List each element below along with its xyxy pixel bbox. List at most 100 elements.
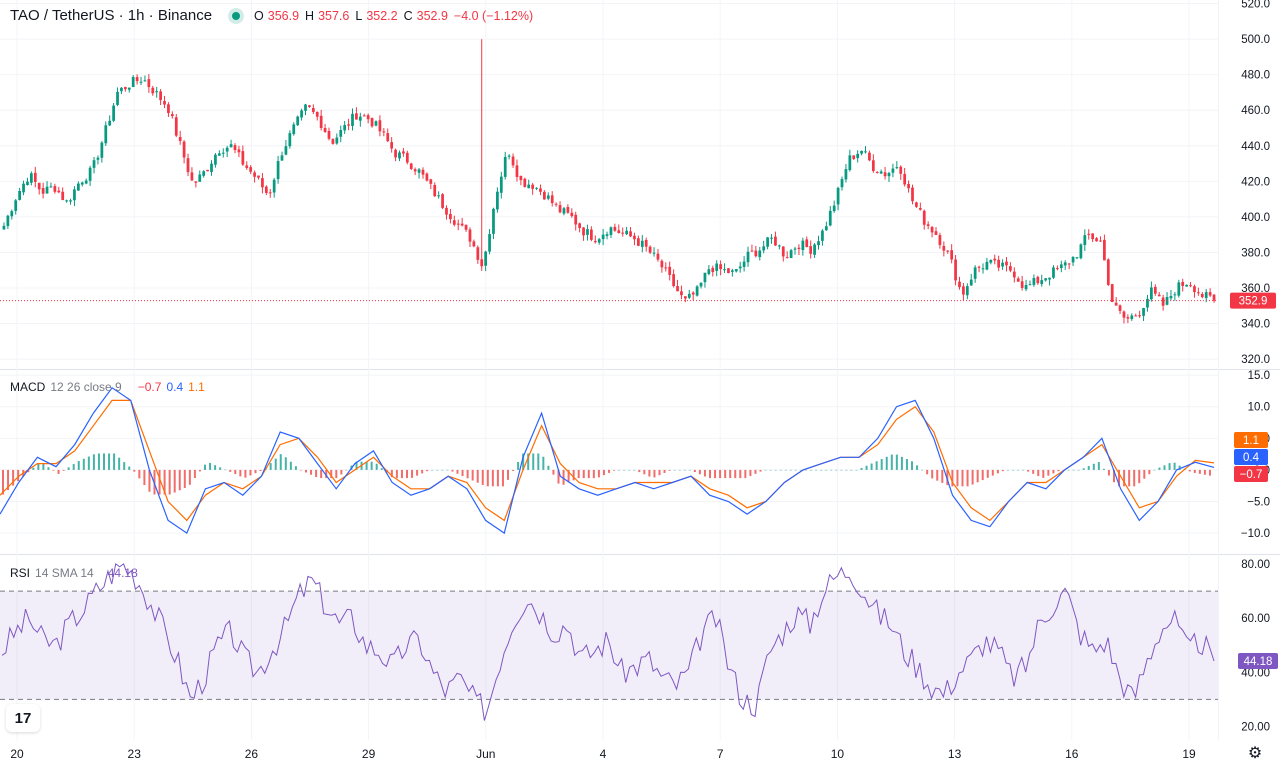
candle-body <box>253 172 256 177</box>
candle-body <box>1079 244 1083 259</box>
macd-histogram-bar <box>592 469 595 479</box>
macd-histogram-bar <box>274 458 277 470</box>
rsi-legend[interactable]: RSI 14 SMA 14 44.18 <box>10 566 138 580</box>
macd-histogram-bar <box>683 469 686 471</box>
macd-histogram-bar <box>451 469 454 472</box>
x-tick-label: 16 <box>1065 747 1079 761</box>
candle-body <box>535 187 538 189</box>
candle-body <box>88 167 92 181</box>
macd-histogram-bar <box>522 453 525 470</box>
macd-histogram-bar <box>880 459 883 470</box>
macd-histogram-bar <box>335 469 338 479</box>
candle-body <box>554 203 558 205</box>
candle-body <box>472 241 476 247</box>
candle-body <box>1071 257 1075 263</box>
macd-histogram-bar <box>653 469 656 478</box>
macd-histogram-bar <box>244 469 247 478</box>
candle-body <box>347 124 350 126</box>
open-value: 356.9 <box>267 8 300 23</box>
candle-body <box>770 237 773 239</box>
candle-body <box>311 108 315 112</box>
macd-histogram-bar <box>1012 469 1014 471</box>
macd-histogram-bar <box>865 465 868 470</box>
candle-body <box>777 245 781 247</box>
symbol-title[interactable]: TAO / TetherUS · 1h · Binance <box>10 7 213 24</box>
candle-body <box>49 186 53 188</box>
low-label: L <box>355 8 363 23</box>
macd-histogram-bar <box>623 469 626 471</box>
candle-body <box>574 214 578 225</box>
macd-histogram-bar <box>618 469 621 471</box>
macd-histogram-bar <box>143 469 146 486</box>
macd-histogram-bar <box>279 454 282 470</box>
candle-body <box>550 195 554 204</box>
candle-body <box>922 210 926 225</box>
gear-icon[interactable]: ⚙ <box>1247 745 1263 762</box>
macd-histogram-bar <box>7 469 10 491</box>
candle-body <box>437 195 441 197</box>
low-value: 352.2 <box>366 8 398 23</box>
macd-histogram-bar <box>729 469 732 479</box>
candle-body <box>1052 267 1055 278</box>
macd-histogram-bar <box>1102 468 1105 470</box>
macd-histogram-bar <box>198 469 201 472</box>
candle-body <box>386 133 390 142</box>
macd-histogram-bar <box>370 461 373 470</box>
candle-body <box>151 87 155 94</box>
macd-histogram-bar <box>229 469 232 472</box>
candle-body <box>1044 278 1048 281</box>
macd-histogram-bar <box>1153 469 1156 471</box>
candle-body <box>214 154 217 165</box>
rsi-tick-label: 60.00 <box>1241 613 1270 625</box>
macd-histogram-bar <box>769 469 772 471</box>
macd-histogram-bar <box>310 469 313 475</box>
rsi-tick-label: 80.00 <box>1241 559 1270 571</box>
macd-histogram-bar <box>1188 469 1191 472</box>
tradingview-logo-icon[interactable]: 17 <box>6 704 40 732</box>
macd-histogram-bar <box>214 465 217 470</box>
macd-histogram-bar <box>204 464 206 470</box>
macd-value-badge <box>1234 449 1268 465</box>
candle-body <box>871 160 875 172</box>
macd-histogram-bar <box>1047 469 1050 476</box>
candle-body <box>989 260 993 263</box>
macd-signal-value: 1.1 <box>188 380 205 394</box>
x-tick-label: 29 <box>362 747 376 761</box>
macd-histogram-bar <box>188 469 191 485</box>
candle-body <box>562 208 566 214</box>
candle-body <box>609 227 613 235</box>
macd-histogram-bar <box>628 469 631 471</box>
candle-body <box>480 259 484 267</box>
macd-histogram-bar <box>436 469 439 471</box>
candle-body <box>292 124 296 135</box>
candle-body <box>519 175 523 181</box>
candle-body <box>942 245 946 251</box>
macd-signal-line <box>0 399 1215 522</box>
macd-histogram-bar <box>421 469 424 474</box>
macd-histogram-bar <box>850 469 853 471</box>
macd-histogram-bar <box>900 456 903 470</box>
candle-body <box>116 91 119 105</box>
macd-histogram-bar <box>517 461 520 470</box>
candle-body <box>155 91 159 93</box>
candle-body <box>499 176 503 193</box>
x-tick-label: 10 <box>831 747 845 761</box>
macd-histogram-bar <box>885 456 888 470</box>
candle-body <box>45 186 49 194</box>
macd-histogram-bar <box>759 469 762 472</box>
macd-histogram-bar <box>734 469 737 479</box>
candle-body <box>1024 284 1028 290</box>
candle-body <box>464 224 468 230</box>
candle-body <box>127 87 131 90</box>
candle-body <box>546 195 550 199</box>
candle-body <box>241 151 245 165</box>
candle-body <box>875 172 879 174</box>
candle-body <box>926 224 930 227</box>
macd-legend[interactable]: MACD 12 26 close 9 −0.7 0.4 1.1 <box>10 380 205 394</box>
macd-histogram-bar <box>1022 469 1025 471</box>
macd-histogram-bar <box>537 453 540 470</box>
macd-hist-value: −0.7 <box>137 380 162 394</box>
candle-body <box>233 145 237 151</box>
candle-body <box>558 205 562 213</box>
